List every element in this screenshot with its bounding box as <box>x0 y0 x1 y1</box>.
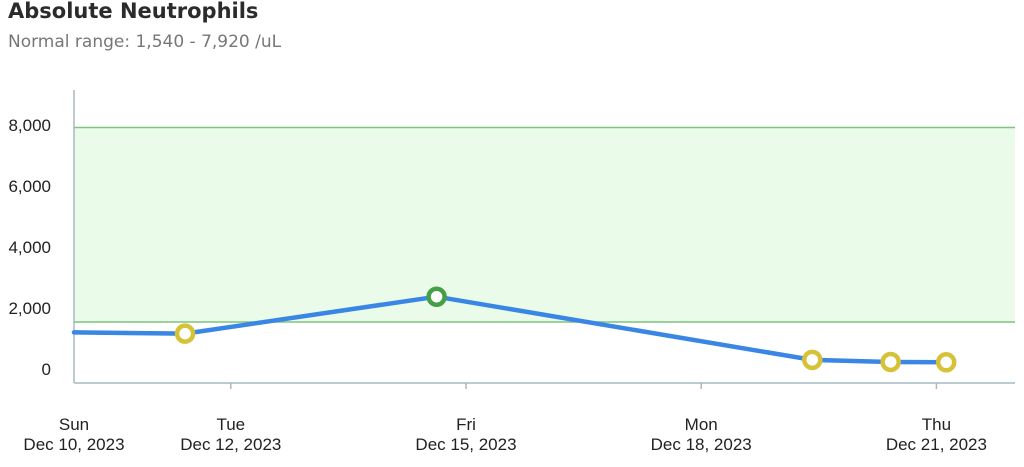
x-tick-day-label: Fri <box>456 415 476 434</box>
normal-range-band <box>74 127 1015 323</box>
y-tick-label: 4,000 <box>8 238 51 257</box>
x-tick-date-label: Dec 21, 2023 <box>886 435 987 454</box>
x-tick-day-label: Tue <box>216 415 245 434</box>
low-result-point <box>802 349 823 371</box>
y-tick-label: 8,000 <box>8 116 51 135</box>
x-tick-date-label: Dec 10, 2023 <box>23 435 124 454</box>
x-tick-day-label: Mon <box>685 415 718 434</box>
x-tick-day-label: Sun <box>59 415 89 434</box>
x-tick-date-label: Dec 18, 2023 <box>651 435 752 454</box>
low-result-point <box>880 351 901 373</box>
x-tick-day-label: Thu <box>922 415 951 434</box>
y-tick-label: 6,000 <box>8 177 51 196</box>
y-tick-label: 0 <box>42 360 51 379</box>
normal-result-point <box>426 286 447 307</box>
y-tick-label: 2,000 <box>8 299 51 318</box>
chart-title: Absolute Neutrophils <box>8 0 259 23</box>
x-tick-date-label: Dec 15, 2023 <box>415 435 516 454</box>
low-result-point <box>174 323 196 344</box>
x-tick-date-label: Dec 12, 2023 <box>180 435 281 454</box>
chart-subtitle: Normal range: 1,540 - 7,920 /uL <box>8 32 282 52</box>
low-result-point <box>935 352 957 373</box>
